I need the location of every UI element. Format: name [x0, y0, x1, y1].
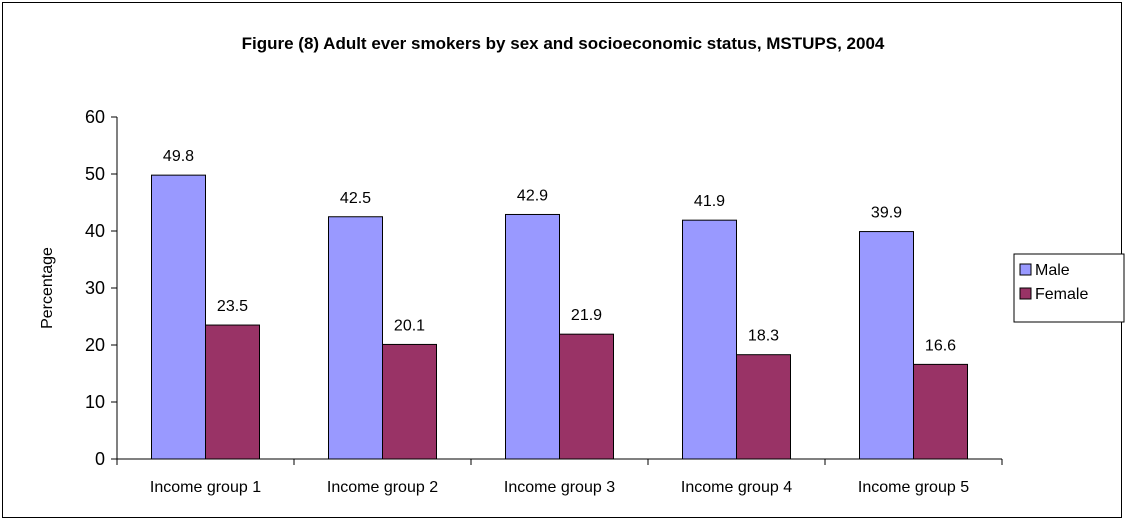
data-label-female: 18.3	[748, 328, 779, 345]
bar-male	[151, 174, 206, 460]
x-tick-label: Income group 3	[504, 479, 615, 496]
data-label-male: 39.9	[871, 205, 902, 222]
data-label-male: 49.8	[163, 148, 194, 165]
bar-female	[913, 363, 968, 460]
x-tick-label: Income group 4	[681, 479, 792, 496]
legend-swatch	[1019, 263, 1032, 276]
bar-female	[559, 333, 614, 460]
data-label-female: 20.1	[394, 317, 425, 334]
bar-male	[505, 213, 560, 460]
data-label-male: 41.9	[694, 193, 725, 210]
bar-female	[382, 343, 437, 460]
bars	[151, 174, 968, 460]
bar-male	[328, 216, 383, 460]
y-tick-label: 40	[85, 221, 105, 241]
legend-label: Male	[1035, 262, 1070, 279]
bar-female	[736, 354, 791, 460]
x-tick-label: Income group 1	[150, 479, 261, 496]
y-tick-label: 60	[85, 107, 105, 127]
data-label-male: 42.5	[340, 190, 371, 207]
y-tick-label: 50	[85, 164, 105, 184]
data-labels: 49.8 23.5 42.5 20.1 42.9 21.9 41.9 18.3 39.9 16.6	[163, 148, 956, 354]
legend-box	[1013, 253, 1125, 323]
y-tick-label: 10	[85, 392, 105, 412]
chart-title: Figure (8) Adult ever smokers by sex and…	[242, 34, 885, 53]
legend-swatch	[1019, 287, 1032, 300]
y-tick-label: 30	[85, 278, 105, 298]
data-label-male: 42.9	[517, 187, 548, 204]
y-axis-label: Percentage	[39, 247, 56, 329]
bar-male	[859, 231, 914, 460]
x-tick-label: Income group 2	[327, 479, 438, 496]
data-label-female: 16.6	[925, 337, 956, 354]
y-tick-label: 20	[85, 335, 105, 355]
x-tick-label: Income group 5	[858, 479, 969, 496]
y-tick-label: 0	[95, 449, 105, 469]
bar-male	[682, 219, 737, 460]
data-label-female: 23.5	[217, 298, 248, 315]
bar-female	[205, 324, 260, 460]
axes: 0 10 20 30 40 50 60 Income group 1 Income group …	[85, 107, 1003, 496]
data-label-female: 21.9	[571, 307, 602, 324]
legend: Male Female	[1013, 253, 1125, 323]
legend-label: Female	[1035, 286, 1088, 303]
